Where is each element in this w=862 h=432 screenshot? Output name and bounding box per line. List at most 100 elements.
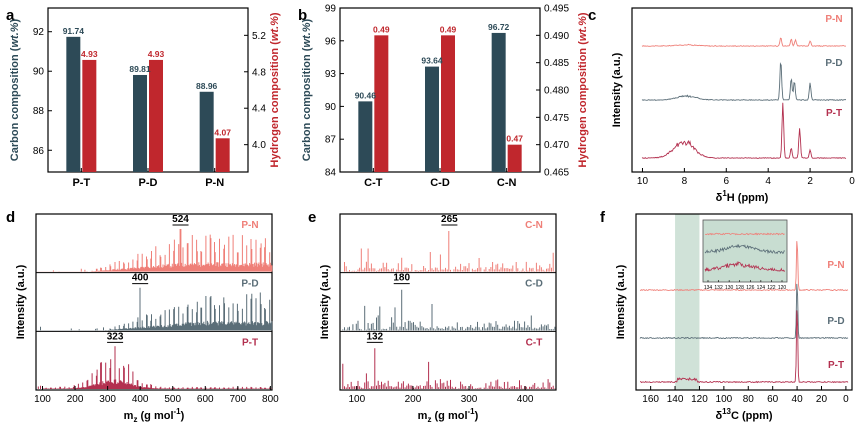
- series-label: P-T: [826, 108, 842, 119]
- panel-letter-f: f: [600, 209, 606, 226]
- hydrogen-value-label: 4.07: [214, 127, 231, 137]
- x-tick-label: 0: [849, 176, 855, 187]
- inset-tick-label: 120: [778, 285, 787, 291]
- highlight-band: [675, 214, 700, 390]
- plot-frame: [635, 213, 853, 391]
- spectrum-line-1: [639, 283, 849, 340]
- hydrogen-bar: [215, 138, 230, 172]
- plot-frame: [631, 7, 853, 173]
- category-label: P-T: [72, 177, 90, 189]
- spectrum-bars-2: [342, 348, 556, 389]
- peak-label: 524: [172, 214, 189, 225]
- inset-spectrum-line: [704, 260, 786, 273]
- hydrogen-bar: [507, 144, 522, 172]
- y-axis-label: Carbon composition (wt.%): [301, 18, 313, 161]
- peak-label: 132: [366, 331, 383, 342]
- x-tick-label: 100: [716, 394, 733, 405]
- y-axis-label: Intensity (a.u.): [319, 264, 331, 339]
- y-tick-label: 84: [325, 168, 337, 179]
- x-tick-label: 300: [99, 394, 116, 405]
- carbon-value-label: 96.72: [488, 22, 510, 32]
- y-tick-label: 88: [33, 106, 45, 117]
- x-tick-label: 400: [517, 394, 534, 405]
- y2-tick-label: 0.490: [544, 31, 569, 42]
- panel-letter-a: a: [6, 7, 15, 24]
- x-tick-label: 6: [724, 176, 730, 187]
- carbon-value-label: 93.64: [421, 56, 443, 66]
- y2-axis-label: Hydrogen composition (wt.%): [577, 12, 589, 168]
- y-tick-label: 99: [325, 4, 337, 15]
- series-label: P-T: [242, 337, 258, 348]
- peak-label: 265: [441, 214, 458, 225]
- x-tick-label: 40: [792, 394, 804, 405]
- spectrum-bars-2: [37, 346, 273, 389]
- series-label: C-N: [525, 220, 543, 231]
- y2-tick-label: 0.480: [544, 86, 569, 97]
- series-label: P-N: [241, 220, 258, 231]
- y-axis-label: Carbon composition (wt.%): [9, 18, 21, 161]
- hydrogen-bar: [441, 35, 455, 173]
- inset-tick-label: 124: [757, 285, 766, 291]
- panel-letter-d: d: [6, 209, 15, 226]
- carbon-bar: [133, 74, 147, 172]
- x-tick-label: 700: [229, 394, 246, 405]
- peak-label: 323: [107, 331, 124, 342]
- y2-tick-label: 0.475: [544, 113, 569, 124]
- x-axis-label: δ13C (ppm): [715, 407, 772, 422]
- x-tick-label: 2: [807, 176, 813, 187]
- hydrogen-value-label: 4.93: [148, 49, 165, 59]
- x-tick-label: 500: [164, 394, 181, 405]
- y-tick-label: 87: [325, 135, 337, 146]
- y-axis-label: Intensity (a.u.): [15, 264, 27, 339]
- y2-tick-label: 0.470: [544, 140, 569, 151]
- inset-tick-label: 132: [714, 285, 723, 291]
- spectrum-bars-0: [342, 231, 556, 272]
- x-tick-label: 200: [67, 394, 84, 405]
- spectrum-line-PD: [641, 62, 847, 101]
- x-tick-label: 4: [765, 176, 771, 187]
- carbon-bar: [199, 91, 214, 172]
- y2-tick-label: 0.485: [544, 58, 569, 69]
- carbon-value-label: 89.81: [129, 64, 151, 74]
- spectrum-bars-1: [37, 287, 273, 331]
- spectrum-line-2: [640, 310, 849, 384]
- y2-tick-label: 5.2: [252, 31, 266, 42]
- hydrogen-bar: [82, 59, 97, 172]
- x-tick-label: 10: [637, 176, 649, 187]
- x-tick-label: 140: [667, 394, 684, 405]
- series-label: P-D: [241, 279, 258, 290]
- series-label: P-D: [825, 58, 842, 69]
- y-axis-label: Intensity (a.u.): [611, 52, 623, 127]
- x-axis-label: mz (g mol-1): [418, 407, 479, 424]
- carbon-bar: [358, 101, 373, 172]
- inset-spectrum-line: [704, 232, 785, 236]
- spectrum-line-PT: [641, 102, 847, 159]
- panel-d-mass-spectrum-chart: 524 P-N 400 P-D 323 P-T 100 200 300 400 500 600 700 8…: [15, 213, 279, 424]
- y2-tick-label: 4.0: [252, 140, 266, 151]
- spectrum-line-0: [639, 241, 849, 292]
- carbon-bar: [66, 36, 81, 173]
- y2-tick-label: 0.465: [544, 168, 569, 179]
- series-label: C-T: [526, 337, 543, 348]
- hydrogen-bar: [374, 35, 389, 173]
- y-tick-label: 86: [33, 146, 45, 157]
- y-tick-label: 93: [325, 69, 337, 80]
- x-tick-label: 60: [767, 394, 779, 405]
- hydrogen-value-label: 0.49: [440, 24, 457, 34]
- y-tick-label: 96: [325, 36, 337, 47]
- x-tick-label: 80: [743, 394, 755, 405]
- panel-letter-b: b: [298, 7, 307, 24]
- x-tick-label: 20: [816, 394, 828, 405]
- carbon-value-label: 88.96: [196, 81, 218, 91]
- x-axis-label: mz (g mol-1): [124, 407, 185, 424]
- series-label: P-T: [828, 360, 844, 371]
- plot-frame: [35, 213, 273, 391]
- category-label: C-D: [430, 177, 450, 189]
- peak-label: 400: [132, 273, 149, 284]
- x-tick-label: 160: [642, 394, 659, 405]
- spectrum-bars-0: [37, 229, 273, 272]
- inset-tick-label: 134: [704, 285, 713, 291]
- hydrogen-bar: [149, 59, 163, 172]
